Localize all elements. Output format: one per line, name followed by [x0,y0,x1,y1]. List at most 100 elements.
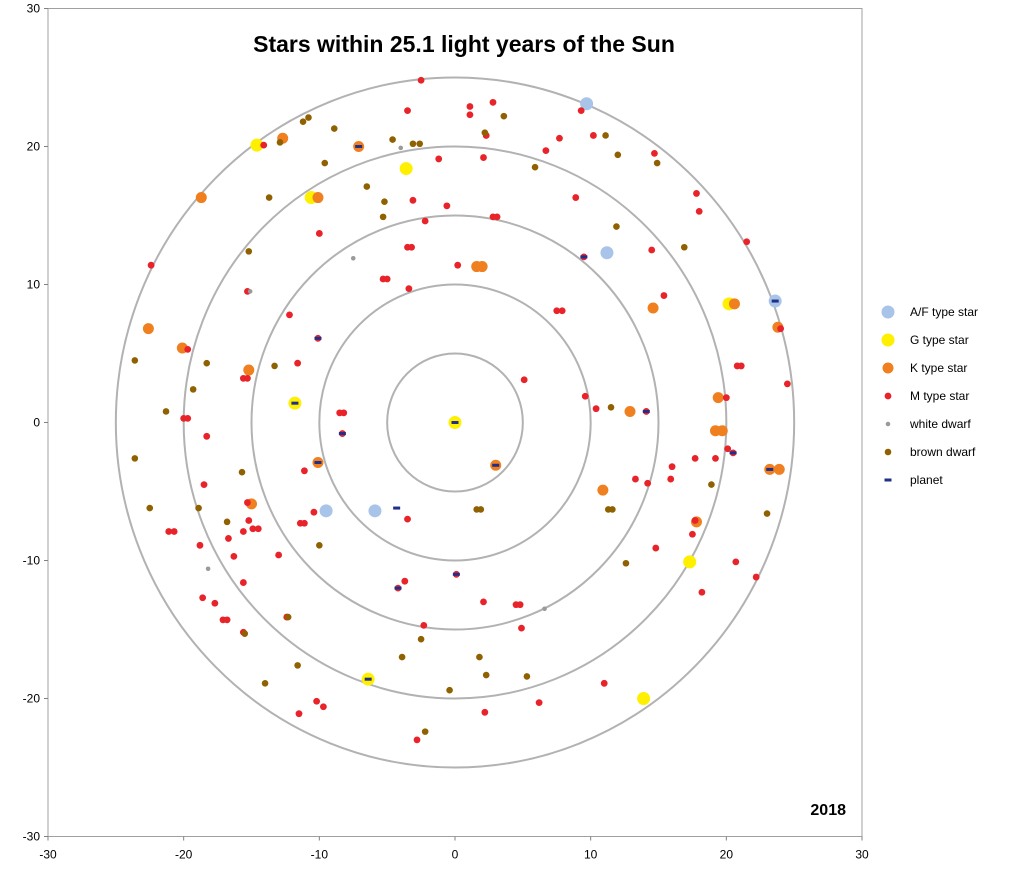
m-type-star-point [301,467,308,475]
brown-dwarf-point [299,118,307,125]
m-type-star-point [315,230,323,237]
m-type-star-point [732,558,740,566]
m-type-star-point [413,736,421,744]
brown-dwarf-point [162,408,170,415]
legend-item-planet: planet [884,473,943,487]
m-type-star-point [466,111,474,119]
m-type-star-point [184,414,192,422]
m-type-star-point [244,374,251,382]
m-type-star-point [239,579,247,586]
brown-dwarf-point [379,213,387,221]
m-type-star-point [489,98,497,106]
m-type-star-point [184,345,192,353]
planet-point [452,572,460,576]
m-type-star-point [301,519,308,527]
planet-point [314,461,322,465]
reference-circle-25 [114,76,796,769]
legend-label: M type star [910,389,969,403]
brown-dwarf-point [763,510,771,517]
brown-dwarf-point [523,673,531,680]
m-type-star-point [667,475,675,483]
m-type-star-point [783,380,791,388]
m-type-star-point [196,541,204,549]
m-type-star-point [556,134,563,142]
brown-dwarf-point [614,151,622,159]
x-tick-label: 0 [452,848,459,862]
m-type-star-point [516,601,524,609]
m-type-star-point [632,475,639,483]
m-type-star-point [420,621,428,629]
white-dwarf-point [542,606,547,612]
legend-marker-a-f-type-star [881,305,895,319]
brown-dwarf-point [189,386,197,393]
series-white-dwarf [205,145,547,612]
m-type-star-point [691,517,699,524]
m-type-star-point [518,624,525,632]
brown-dwarf-point [482,671,490,679]
legend-label: K type star [910,361,967,375]
m-type-star-point [722,394,730,402]
planet-point [771,299,779,303]
reference-circle-10 [318,283,592,562]
brown-dwarf-point [146,504,154,512]
planet-point [766,467,774,471]
brown-dwarf-point [241,630,249,637]
brown-dwarf-point [531,163,539,171]
legend-item-g-type-star: G type star [881,333,969,347]
brown-dwarf-point [446,686,453,694]
m-type-star-point [320,703,327,711]
legend: A/F type star G type star K type star M typ… [881,305,978,487]
k-type-star-point [728,298,740,310]
m-type-star-point [295,710,303,718]
m-type-star-point [689,530,696,538]
m-type-star-point [223,616,231,624]
legend-item-brown-dwarf: brown dwarf [884,445,976,459]
g-type-star-point [637,692,651,705]
m-type-star-point [405,285,413,293]
brown-dwarf-point [305,114,312,121]
m-type-star-point [245,517,253,524]
brown-dwarf-point [363,183,371,190]
brown-dwarf-point [653,159,661,167]
brown-dwarf-point [131,455,139,462]
m-type-star-point [752,573,760,581]
planet-point [338,432,346,436]
m-type-star-point [254,525,262,533]
m-type-star-point [275,551,283,559]
reference-circles [114,76,796,769]
y-tick-label: 0 [33,416,40,430]
m-type-star-point [466,103,474,110]
m-type-star-point [200,481,208,488]
m-type-star-point [383,275,391,283]
m-type-star-point [691,454,699,462]
m-type-star-point [170,528,178,535]
white-dwarf-point [398,145,404,151]
m-type-star-point [313,697,321,705]
planet-point [451,421,459,424]
series-a-f-type-star [319,97,782,518]
m-type-star-point [535,699,543,707]
m-type-star-point [203,432,211,440]
m-type-star-point [553,307,561,315]
m-type-star-point [592,405,600,413]
brown-dwarf-point [417,635,425,643]
m-type-star-point [589,132,597,139]
legend-marker-brown-dwarf [884,448,892,456]
brown-dwarf-point [284,613,292,621]
m-type-star-point [260,141,268,149]
m-type-star-point [581,392,589,400]
a-f-type-star-point [600,246,614,260]
m-type-star-point [244,499,251,506]
y-tick-label: -10 [23,554,41,568]
legend-label: planet [910,473,943,487]
m-type-star-point [404,515,411,523]
m-type-star-point [660,292,668,299]
k-type-star-point [243,364,255,376]
k-type-star-point [597,484,609,496]
legend-label: brown dwarf [910,445,976,459]
m-type-star-point [712,454,719,462]
m-type-star-point [648,246,656,254]
axes: -30 -20 -10 0 10 20 30 30 20 10 0 -10 -20 -30 [23,2,869,862]
legend-item-m-type-star: M type star [884,389,969,403]
m-type-star-point [417,76,425,84]
